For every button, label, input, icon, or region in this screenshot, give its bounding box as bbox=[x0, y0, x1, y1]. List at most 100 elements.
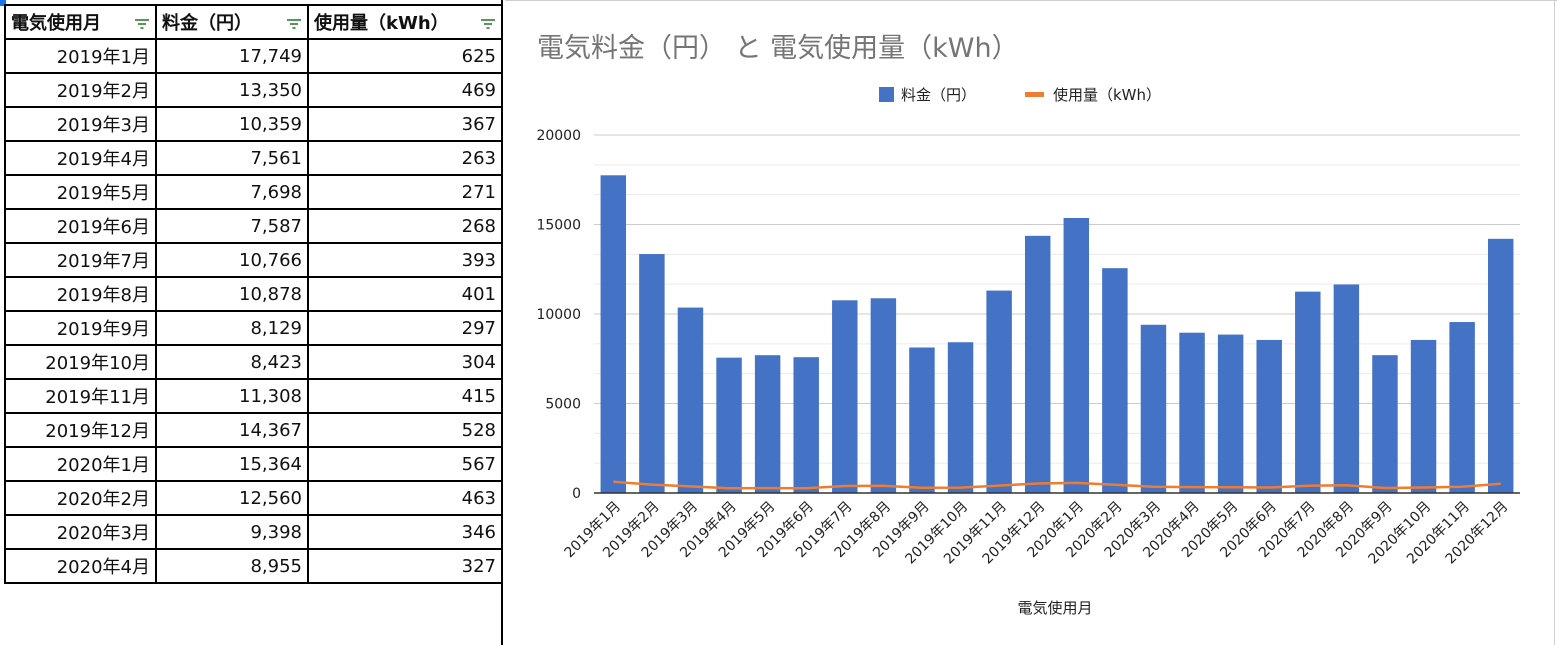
cell-usage[interactable]: 367 bbox=[307, 106, 503, 142]
legend-swatch-usage bbox=[1025, 92, 1044, 97]
bar bbox=[1410, 339, 1437, 493]
cell-usage[interactable]: 567 bbox=[307, 446, 503, 482]
bar bbox=[1102, 268, 1128, 493]
table-row: 2019年6月 7,587 268 bbox=[4, 208, 503, 244]
table-row: 2019年1月 17,749 625 bbox=[4, 38, 503, 74]
table-row: 2019年9月 8,129 297 bbox=[4, 310, 503, 346]
cell-usage[interactable]: 346 bbox=[307, 514, 503, 550]
table-row: 2019年2月 13,350 469 bbox=[4, 72, 503, 108]
filter-icon[interactable] bbox=[480, 18, 496, 30]
header-cell-month[interactable]: 電気使用月 bbox=[4, 4, 157, 40]
cell-usage[interactable]: 469 bbox=[307, 72, 503, 108]
cell-fee[interactable]: 10,359 bbox=[155, 106, 309, 142]
table-row: 2020年4月 8,955 327 bbox=[4, 548, 503, 584]
cell-usage[interactable]: 263 bbox=[307, 140, 503, 176]
cell-usage[interactable]: 463 bbox=[307, 480, 503, 516]
cell-month[interactable]: 2019年3月 bbox=[4, 106, 157, 142]
filter-icon[interactable] bbox=[286, 18, 302, 30]
cell-fee[interactable]: 7,587 bbox=[155, 208, 309, 244]
cell-fee[interactable]: 10,766 bbox=[155, 242, 309, 278]
chart-border bbox=[1554, 0, 1555, 645]
cell-fee[interactable]: 8,955 bbox=[155, 548, 309, 584]
cell-usage[interactable]: 297 bbox=[307, 310, 503, 346]
sheet-border bbox=[501, 0, 503, 645]
bar bbox=[1449, 322, 1475, 493]
cell-month[interactable]: 2019年9月 bbox=[4, 310, 157, 346]
cell-month[interactable]: 2019年5月 bbox=[4, 174, 157, 210]
cell-month[interactable]: 2020年4月 bbox=[4, 548, 157, 584]
cell-month[interactable]: 2019年7月 bbox=[4, 242, 157, 278]
cell-month[interactable]: 2019年10月 bbox=[4, 344, 157, 380]
cell-fee[interactable]: 8,129 bbox=[155, 310, 309, 346]
cell-usage[interactable]: 393 bbox=[307, 242, 503, 278]
cell-usage[interactable]: 625 bbox=[307, 38, 503, 74]
cell-fee[interactable]: 17,749 bbox=[155, 38, 309, 74]
bar bbox=[793, 357, 819, 493]
cell-fee[interactable]: 9,398 bbox=[155, 514, 309, 550]
table-row: 2020年3月 9,398 346 bbox=[4, 514, 503, 550]
cell-usage[interactable]: 304 bbox=[307, 344, 503, 380]
cell-month[interactable]: 2019年8月 bbox=[4, 276, 157, 312]
bar bbox=[716, 357, 742, 493]
cell-fee[interactable]: 12,560 bbox=[155, 480, 309, 516]
data-table: 電気使用月 料金（円） 使用量（kWh） 2019年1月 17,749 625 201… bbox=[4, 4, 503, 584]
bar bbox=[1295, 291, 1321, 493]
legend-label-fee: 料金（円） bbox=[901, 86, 976, 104]
cell-usage[interactable]: 271 bbox=[307, 174, 503, 210]
chart-title: 電気料金（円） と 電気使用量（kWh） bbox=[537, 33, 1019, 64]
header-cell-usage[interactable]: 使用量（kWh） bbox=[307, 4, 503, 40]
cell-fee[interactable]: 14,367 bbox=[155, 412, 309, 448]
cell-fee[interactable]: 15,364 bbox=[155, 446, 309, 482]
table-row: 2020年1月 15,364 567 bbox=[4, 446, 503, 482]
bar bbox=[1063, 217, 1090, 493]
cell-month[interactable]: 2020年1月 bbox=[4, 446, 157, 482]
bar bbox=[870, 298, 897, 493]
cell-month[interactable]: 2019年11月 bbox=[4, 378, 157, 414]
cell-fee[interactable]: 11,308 bbox=[155, 378, 309, 414]
bar bbox=[986, 290, 1012, 493]
cell-month[interactable]: 2019年1月 bbox=[4, 38, 157, 74]
bar bbox=[1024, 235, 1051, 494]
cell-fee[interactable]: 7,698 bbox=[155, 174, 309, 210]
cell-fee[interactable]: 13,350 bbox=[155, 72, 309, 108]
cell-fee[interactable]: 10,878 bbox=[155, 276, 309, 312]
bar bbox=[1256, 339, 1282, 493]
cell-month[interactable]: 2020年2月 bbox=[4, 480, 157, 516]
cell-usage[interactable]: 401 bbox=[307, 276, 503, 312]
y-tick-label: 5000 bbox=[545, 397, 581, 413]
filter-icon[interactable] bbox=[134, 18, 150, 30]
bar bbox=[1487, 238, 1514, 493]
cell-month[interactable]: 2019年12月 bbox=[4, 412, 157, 448]
y-tick-label: 15000 bbox=[536, 218, 581, 234]
bar bbox=[1179, 332, 1205, 493]
cell-month[interactable]: 2019年6月 bbox=[4, 208, 157, 244]
selection-handle[interactable] bbox=[0, 0, 6, 6]
chart-panel[interactable]: 電気料金（円） と 電気使用量（kWh） 料金（円） 使用量（kWh） 0 5000 10… bbox=[505, 0, 1557, 645]
cell-month[interactable]: 2020年3月 bbox=[4, 514, 157, 550]
header-cell-fee[interactable]: 料金（円） bbox=[155, 4, 309, 40]
table-row: 2019年3月 10,359 367 bbox=[4, 106, 503, 142]
y-tick-label: 10000 bbox=[536, 307, 581, 323]
cell-usage[interactable]: 327 bbox=[307, 548, 503, 584]
cell-usage[interactable]: 528 bbox=[307, 412, 503, 448]
bar bbox=[832, 300, 858, 493]
cell-fee[interactable]: 7,561 bbox=[155, 140, 309, 176]
bar bbox=[1140, 324, 1167, 493]
bar bbox=[947, 342, 974, 493]
bar bbox=[1217, 334, 1244, 493]
table-row: 2019年4月 7,561 263 bbox=[4, 140, 503, 176]
chart-svg: 電気料金（円） と 電気使用量（kWh） 料金（円） 使用量（kWh） 0 5000 10… bbox=[536, 33, 1520, 617]
cell-usage[interactable]: 268 bbox=[307, 208, 503, 244]
cell-month[interactable]: 2019年2月 bbox=[4, 72, 157, 108]
table-row: 2020年2月 12,560 463 bbox=[4, 480, 503, 516]
bar bbox=[600, 175, 627, 493]
cell-usage[interactable]: 415 bbox=[307, 378, 503, 414]
y-tick-label: 20000 bbox=[536, 128, 581, 144]
usage-line bbox=[613, 480, 1501, 490]
bar bbox=[677, 307, 704, 493]
chart-border bbox=[505, 0, 1557, 1]
header-label-month: 電気使用月 bbox=[11, 13, 101, 34]
y-tick-label: 0 bbox=[572, 486, 581, 502]
cell-fee[interactable]: 8,423 bbox=[155, 344, 309, 380]
cell-month[interactable]: 2019年4月 bbox=[4, 140, 157, 176]
